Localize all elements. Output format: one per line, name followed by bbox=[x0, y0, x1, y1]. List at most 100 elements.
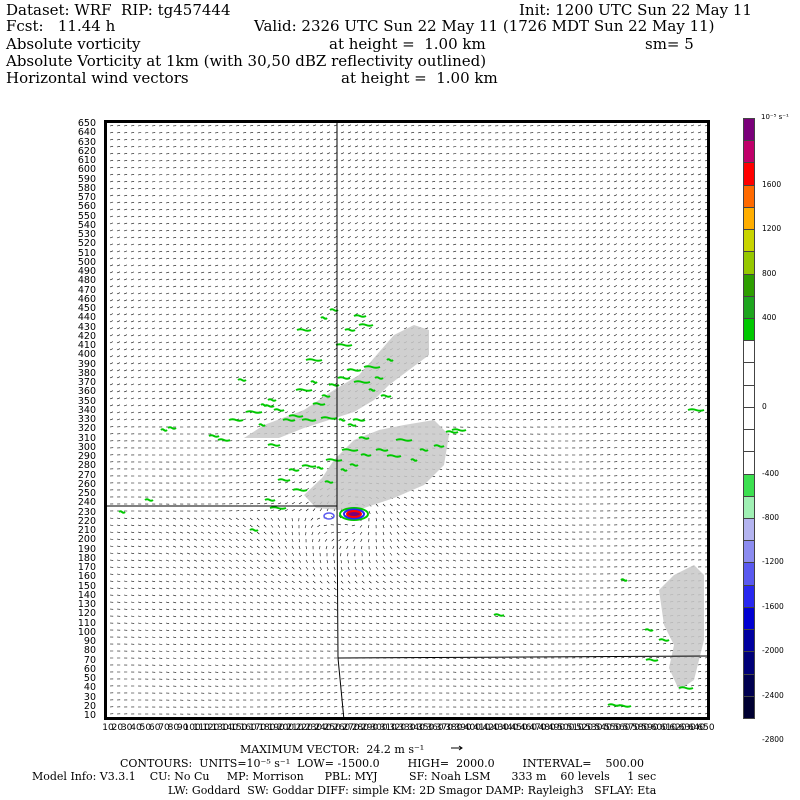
y-tick-label: 540 bbox=[77, 219, 96, 231]
y-tick-label: 480 bbox=[77, 275, 96, 287]
y-tick-label: 190 bbox=[77, 543, 96, 555]
vorticity-contour bbox=[678, 686, 694, 690]
vorticity-contour bbox=[267, 443, 281, 447]
x-tick-label: 300 bbox=[370, 723, 388, 733]
x-tick-label: 440 bbox=[501, 723, 519, 733]
y-tick-label: 160 bbox=[77, 571, 96, 583]
colorbar-tick-label: 1200 bbox=[762, 224, 782, 234]
vorticity-contour bbox=[320, 416, 338, 420]
wind-vectors bbox=[109, 124, 709, 715]
y-tick-label: 220 bbox=[77, 515, 96, 527]
y-tick-label: 410 bbox=[77, 340, 96, 351]
x-tick-label: 560 bbox=[613, 723, 631, 733]
colorbar-tick-label: -1200 bbox=[762, 557, 784, 567]
colorbar-swatch bbox=[743, 473, 755, 497]
vorticity-contour bbox=[258, 423, 266, 427]
reflectivity-region-north bbox=[244, 325, 429, 438]
vorticity-contour bbox=[269, 506, 287, 510]
y-tick-label: 640 bbox=[77, 127, 96, 139]
vorticity-contour bbox=[118, 510, 126, 514]
y-tick-label: 630 bbox=[77, 136, 96, 148]
vorticity-contour bbox=[374, 376, 384, 380]
vorticity-contour bbox=[325, 458, 343, 462]
y-tick-label: 650 bbox=[77, 118, 96, 129]
x-tick-label: 320 bbox=[389, 723, 407, 733]
x-tick-label: 620 bbox=[669, 723, 687, 733]
vorticity-contour bbox=[360, 453, 372, 457]
colorbar-swatch bbox=[743, 162, 755, 186]
vorticity-contour bbox=[349, 463, 359, 467]
y-tick-label: 30 bbox=[83, 691, 96, 703]
y-tick-label: 370 bbox=[77, 377, 96, 388]
plot-frame bbox=[104, 120, 710, 720]
colorbar-swatch bbox=[743, 518, 755, 542]
vorticity-contour bbox=[433, 444, 445, 448]
x-tick-label: 590 bbox=[641, 723, 659, 733]
colorbar-swatch bbox=[743, 251, 755, 275]
vorticity-contour bbox=[338, 418, 346, 422]
y-tick-label: 270 bbox=[77, 469, 96, 481]
y-tick-label: 200 bbox=[77, 534, 96, 546]
colorbar-swatch bbox=[743, 362, 755, 386]
vorticity-contour bbox=[658, 638, 670, 642]
colorbar-tick-label: -800 bbox=[762, 513, 780, 522]
y-tick-label: 460 bbox=[77, 293, 96, 305]
vorticity-contour bbox=[395, 438, 413, 442]
vorticity-colorbar bbox=[743, 118, 755, 719]
x-tick-label: 200 bbox=[276, 723, 295, 733]
init-time-label: Init: 1200 UTC Sun 22 May 11 bbox=[519, 1, 752, 19]
storm-core-vorticity bbox=[323, 507, 369, 521]
y-tick-label: 230 bbox=[77, 506, 96, 518]
x-tick-label: 10 bbox=[102, 723, 114, 733]
x-tick-label: 420 bbox=[482, 723, 500, 733]
y-tick-label: 550 bbox=[77, 210, 96, 222]
x-tick-label: 400 bbox=[463, 723, 481, 733]
vorticity-contour bbox=[144, 498, 154, 502]
colorbar-swatch bbox=[743, 584, 755, 608]
y-tick-label: 110 bbox=[77, 617, 96, 629]
vorticity-contour bbox=[419, 448, 429, 452]
vorticity-contour bbox=[380, 394, 392, 398]
y-tick-label: 420 bbox=[77, 330, 96, 342]
y-tick-label: 330 bbox=[77, 414, 96, 425]
y-tick-label: 570 bbox=[77, 192, 96, 203]
x-tick-label: 550 bbox=[603, 723, 622, 733]
colorbar-tick-label: -1600 bbox=[762, 601, 784, 611]
vorticity-contour bbox=[353, 380, 371, 384]
x-tick-label: 530 bbox=[585, 723, 603, 733]
vorticity-contour bbox=[620, 578, 628, 582]
x-tick-label: 470 bbox=[529, 723, 547, 733]
physics-options-label: LW: Goddard SW: Goddar DIFF: simple KM: … bbox=[168, 784, 657, 797]
contour-info-label: CONTOURS: UNITS=10⁻⁵ s⁻¹ LOW= -1500.0 HI… bbox=[120, 757, 644, 770]
colorbar-tick-label: 400 bbox=[762, 313, 777, 322]
colorbar-tick-label: 0 bbox=[762, 401, 767, 411]
colorbar-swatch bbox=[743, 118, 755, 142]
vorticity-contour bbox=[217, 438, 231, 442]
y-tick-label: 90 bbox=[83, 636, 96, 647]
x-tick-label: 250 bbox=[323, 723, 341, 733]
colorbar-swatch bbox=[743, 429, 755, 453]
y-tick-label: 600 bbox=[77, 164, 96, 176]
y-tick-label: 210 bbox=[77, 525, 96, 536]
y-tick-label: 530 bbox=[77, 229, 96, 240]
x-tick-label: 330 bbox=[398, 723, 416, 733]
vorticity-contour bbox=[335, 343, 353, 347]
reference-vector-arrow bbox=[451, 745, 463, 751]
y-tick-label: 580 bbox=[77, 182, 96, 194]
y-tick-label: 250 bbox=[77, 488, 96, 499]
colorbar-tick-label: 800 bbox=[762, 268, 777, 278]
y-axis-labels: 650 640 630 620 610 600 590 580 570 560 550 540 530 5… bbox=[60, 118, 96, 721]
reflectivity-region-southeast bbox=[659, 565, 704, 690]
x-tick-label: 280 bbox=[351, 723, 369, 733]
vorticity-contour bbox=[328, 383, 340, 387]
colorbar-swatch bbox=[743, 540, 755, 564]
colorbar-tick-label: -2400 bbox=[762, 690, 784, 700]
x-tick-label: 410 bbox=[473, 723, 491, 733]
vorticity-contour bbox=[386, 454, 402, 458]
x-tick-label: 500 bbox=[557, 723, 575, 733]
x-tick-label: 190 bbox=[267, 723, 285, 733]
x-tick-label: 640 bbox=[688, 723, 706, 733]
colorbar-swatch bbox=[743, 695, 755, 719]
field-name-label: Absolute vorticity bbox=[6, 35, 141, 53]
x-tick-label: 210 bbox=[286, 723, 304, 733]
